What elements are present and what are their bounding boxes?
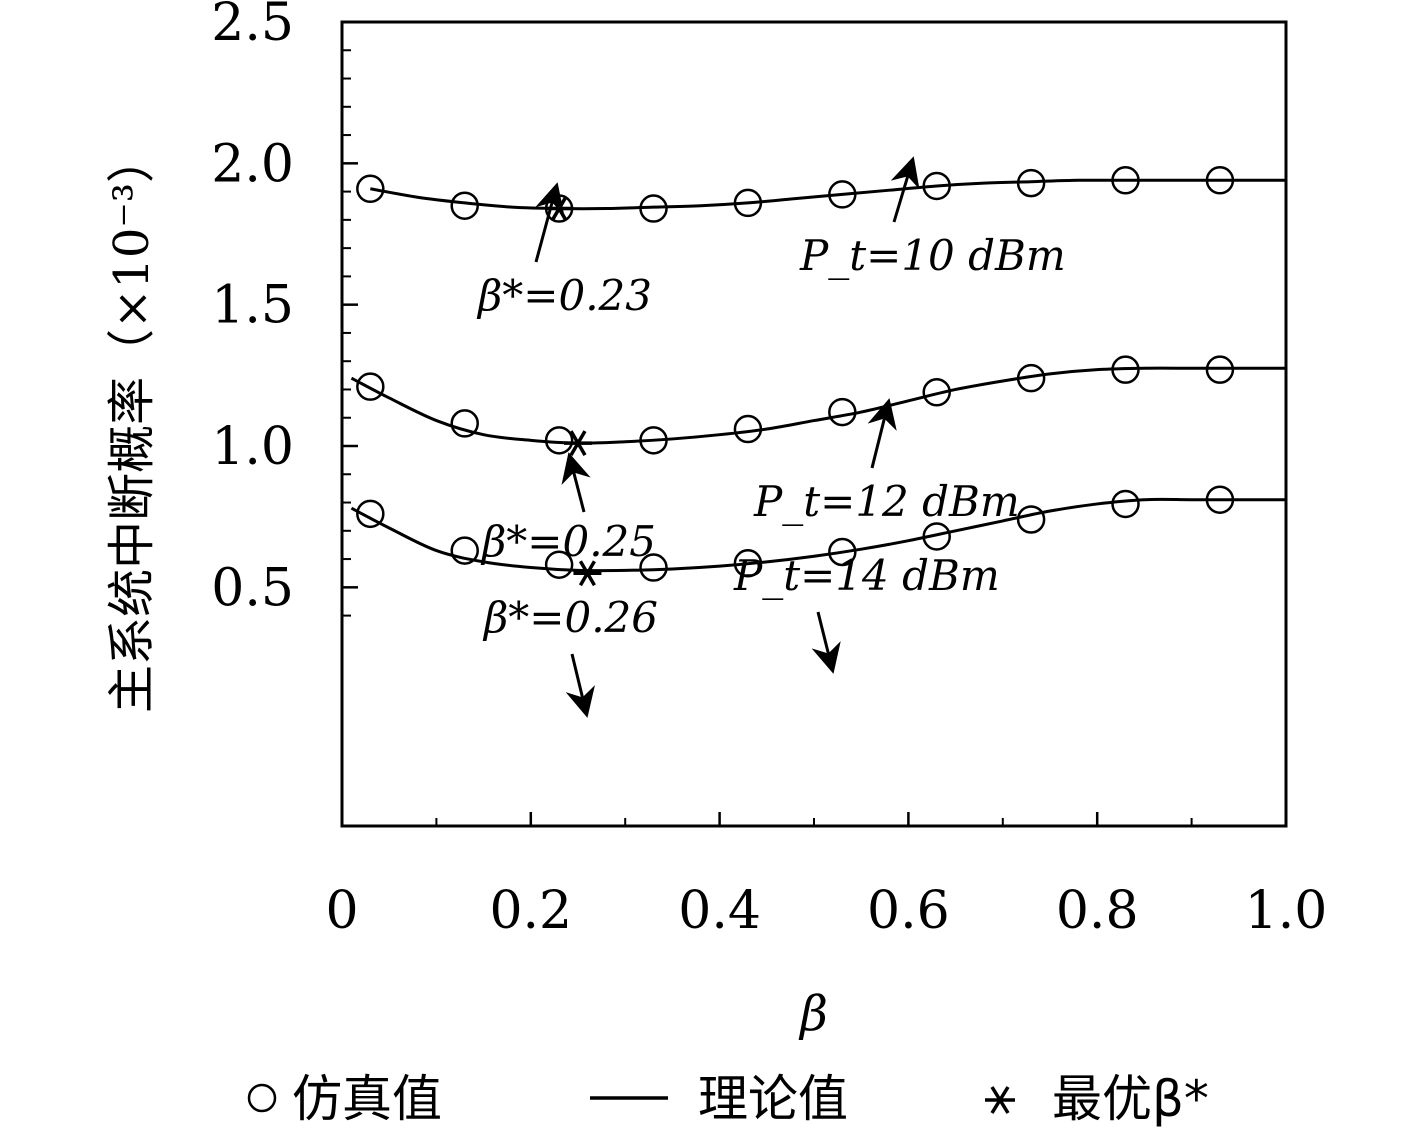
sim-point-1-7 [1016, 363, 1046, 393]
simulated-points [356, 166, 1235, 582]
x-tick-label-4: 0.8 [1056, 881, 1139, 941]
label-curve-12dbm: P_t=12 dBm [753, 477, 1020, 526]
legend-label-theory: 理论值 [698, 1070, 848, 1128]
axis-ticks [340, 20, 1288, 826]
legend-label-optimum: 最优β* [1052, 1070, 1209, 1128]
sim-point-1-3 [639, 426, 668, 455]
x-tick-label-0: 0 [325, 881, 358, 941]
legend-label-simulated: 仿真值 [292, 1070, 442, 1128]
sim-point-2-7 [1016, 505, 1046, 534]
y-axis-label: 主系统中断概率（×10⁻³） [104, 135, 160, 713]
x-tick-label-1: 0.2 [489, 881, 572, 941]
sim-point-1-5 [828, 397, 857, 427]
sim-point-2-6 [922, 522, 951, 551]
sim-point-2-2 [544, 550, 574, 579]
sim-point-0-4 [733, 188, 763, 218]
sim-point-2-8 [1111, 489, 1140, 519]
sim-point-0-8 [1111, 166, 1140, 195]
sim-point-1-0 [356, 372, 385, 401]
arrow-curve-14dbm [811, 611, 841, 674]
y-tick-label-4: 2.5 [211, 0, 294, 53]
label-optimum-14dbm: β*=0.26 [482, 593, 658, 642]
annotations: β*=0.23 P_t=10 dBm β*=0.25 P_t=12 dBm β*… [476, 156, 1066, 718]
sim-point-1-4 [733, 414, 763, 444]
sim-point-2-0 [356, 499, 385, 529]
arrow-optimum-14dbm [565, 653, 595, 718]
optimum-asterisk-1 [564, 430, 592, 457]
legend: 仿真值 理论值 最优β* [247, 1070, 1209, 1128]
sim-point-1-2 [544, 426, 574, 455]
y-tick-label-3: 2.0 [211, 134, 294, 194]
y-tick-label-0: 0.5 [211, 558, 294, 618]
arrow-curve-12dbm [867, 398, 897, 469]
label-curve-14dbm: P_t=14 dBm [733, 551, 1000, 600]
theory-line-2 [350, 497, 1286, 573]
label-optimum-10dbm: β*=0.23 [476, 271, 652, 320]
legend-circle-marker [247, 1083, 277, 1113]
x-tick-label-2: 0.4 [678, 881, 761, 941]
sim-point-1-9 [1205, 355, 1235, 384]
y-tick-labels: 0.5 1.0 1.5 2.0 2.5 [211, 0, 294, 618]
sim-point-0-6 [922, 171, 951, 201]
y-tick-label-2: 1.5 [211, 276, 294, 336]
sim-point-2-3 [639, 553, 668, 582]
sim-point-0-1 [450, 191, 479, 220]
x-tick-labels: 0 0.2 0.4 0.6 0.8 1.0 [325, 881, 1327, 941]
sim-point-1-6 [922, 378, 951, 407]
y-tick-label-1: 1.0 [211, 417, 294, 477]
optimum-asterisk-2 [573, 560, 602, 587]
arrow-curve-10dbm [890, 156, 920, 223]
sim-point-0-9 [1205, 166, 1235, 195]
theory-line-1 [350, 366, 1286, 445]
sim-point-0-3 [639, 194, 668, 223]
sim-point-0-5 [828, 180, 857, 209]
sim-point-2-1 [450, 536, 479, 565]
x-axis-label: β [798, 986, 828, 1042]
sim-point-2-9 [1205, 485, 1235, 514]
theory-line-0 [370, 178, 1286, 211]
arrow-optimum-12dbm [561, 452, 591, 513]
label-curve-10dbm: P_t=10 dBm [799, 231, 1066, 280]
legend-asterisk-marker [985, 1086, 1015, 1114]
sim-point-0-7 [1016, 168, 1046, 198]
sim-point-1-8 [1111, 355, 1140, 384]
theory-curves [350, 178, 1286, 573]
label-optimum-12dbm: β*=0.25 [480, 517, 656, 566]
x-tick-label-3: 0.6 [867, 881, 950, 941]
sim-point-0-0 [356, 174, 385, 204]
x-tick-label-5: 1.0 [1245, 881, 1328, 941]
plot-frame [340, 20, 1288, 828]
sim-point-2-5 [828, 537, 857, 567]
arrow-optimum-10dbm [534, 182, 565, 263]
sim-point-1-1 [450, 409, 479, 438]
sim-point-2-4 [733, 549, 763, 578]
